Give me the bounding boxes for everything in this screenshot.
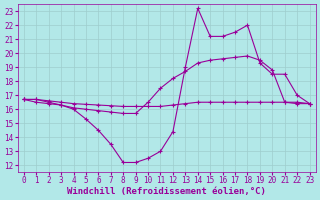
X-axis label: Windchill (Refroidissement éolien,°C): Windchill (Refroidissement éolien,°C) <box>67 187 266 196</box>
